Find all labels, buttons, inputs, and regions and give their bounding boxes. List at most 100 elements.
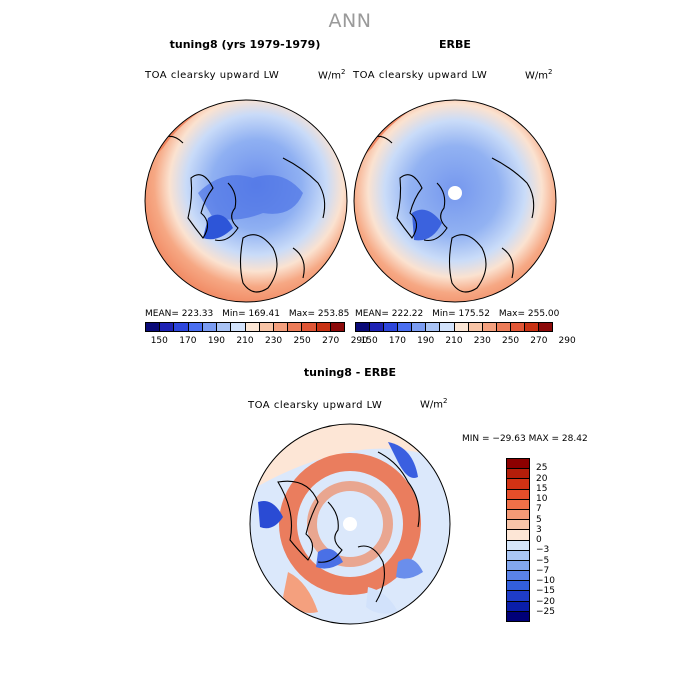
panel-3-variable-label: TOA clearsky upward LW — [248, 400, 383, 411]
colorbar-swatch — [507, 601, 529, 612]
panel-3-polar-map — [249, 423, 451, 625]
panel-3-colorbar — [506, 458, 530, 622]
colorbar-tick-label: 270 — [530, 336, 548, 346]
panel-1-max: Max= 253.85 — [288, 309, 350, 319]
panel-3-colorbar-ticks: 25 20 15 10 7 5 3 0 −3 −5 −7 −10 −15 −20 −25 — [536, 458, 576, 622]
panel-1-polar-map — [144, 99, 348, 303]
panel-1-colorbar — [145, 322, 345, 332]
colorbar-swatch — [440, 323, 455, 331]
colorbar-swatch — [507, 550, 529, 561]
colorbar-tick-label: 3 — [536, 524, 542, 535]
colorbar-swatch — [384, 323, 399, 331]
colorbar-swatch — [288, 323, 303, 331]
panel-1-title: tuning8 (yrs 1979-1979) — [169, 38, 321, 51]
colorbar-tick-label: 15 — [536, 483, 548, 494]
colorbar-swatch — [507, 571, 529, 582]
colorbar-swatch — [507, 489, 529, 500]
colorbar-tick-label: −5 — [536, 555, 550, 566]
panel-2-title: ERBE — [439, 38, 471, 51]
colorbar-tick-label: −15 — [536, 586, 555, 597]
panel-1-units: W/m2 — [318, 68, 346, 82]
colorbar-tick-label: 230 — [264, 336, 283, 346]
colorbar-tick-label: 250 — [293, 336, 311, 346]
panel-2-max: Max= 255.00 — [498, 309, 560, 319]
panel-1-colorbar-ticks: 150 170 190 210 230 250 270 290 — [145, 336, 368, 348]
colorbar-swatch — [468, 323, 483, 331]
colorbar-swatch — [174, 323, 189, 331]
panel-3-units: W/m2 — [420, 397, 448, 411]
colorbar-tick-label: 230 — [473, 336, 491, 346]
colorbar-swatch — [231, 323, 246, 331]
panel-2-units: W/m2 — [525, 68, 553, 82]
colorbar-tick-label: −10 — [536, 576, 555, 586]
colorbar-tick-label: 170 — [388, 336, 407, 346]
colorbar-swatch — [524, 323, 540, 331]
colorbar-swatch — [426, 323, 441, 331]
colorbar-tick-label: 20 — [536, 473, 548, 484]
colorbar-tick-label: 7 — [536, 504, 542, 515]
colorbar-swatch — [507, 540, 529, 551]
colorbar-tick-label: −3 — [536, 545, 550, 556]
colorbar-swatch — [160, 323, 175, 331]
colorbar-tick-label: 10 — [536, 494, 548, 504]
panel-1-variable-label: TOA clearsky upward LW — [145, 70, 280, 81]
colorbar-tick-label: −7 — [536, 565, 550, 576]
colorbar-swatch — [245, 323, 260, 331]
colorbar-swatch — [507, 499, 529, 510]
colorbar-tick-label: 250 — [501, 336, 520, 346]
panel-2-stats: MEAN= 222.22 Min= 175.52 Max= 255.00 — [355, 309, 565, 319]
panel-2-min: Min= 175.52 — [432, 309, 490, 319]
colorbar-tick-label: 290 — [558, 336, 576, 346]
colorbar-swatch — [507, 469, 529, 480]
colorbar-tick-label: 25 — [536, 463, 548, 474]
colorbar-tick-label: 210 — [236, 336, 254, 346]
colorbar-swatch — [146, 323, 161, 331]
colorbar-swatch — [507, 581, 529, 592]
colorbar-tick-label: −20 — [536, 596, 555, 607]
panel-2-mean: MEAN= 222.22 — [355, 309, 424, 319]
colorbar-swatch — [330, 323, 345, 331]
colorbar-swatch — [482, 323, 497, 331]
panel-1-mean: MEAN= 223.33 — [145, 309, 214, 319]
colorbar-tick-label: −25 — [536, 606, 555, 617]
colorbar-swatch — [507, 611, 529, 621]
colorbar-swatch — [507, 591, 529, 602]
colorbar-tick-label: 5 — [536, 514, 542, 525]
colorbar-tick-label: 0 — [536, 535, 542, 545]
colorbar-tick-label: 150 — [360, 336, 378, 346]
colorbar-swatch — [507, 520, 529, 531]
colorbar-swatch — [316, 323, 331, 331]
colorbar-swatch — [202, 323, 218, 331]
colorbar-swatch — [510, 323, 525, 331]
colorbar-swatch — [507, 479, 529, 490]
colorbar-swatch — [507, 459, 529, 470]
main-title: ANN — [328, 10, 372, 32]
colorbar-swatch — [188, 323, 203, 331]
panel-2-colorbar-ticks: 150 170 190 210 230 250 270 290 — [355, 336, 576, 348]
colorbar-swatch — [217, 323, 232, 331]
colorbar-swatch — [259, 323, 274, 331]
panel-2-polar-map — [353, 99, 557, 303]
colorbar-tick-label: 170 — [179, 336, 197, 346]
panel-2-variable-label: TOA clearsky upward LW — [353, 70, 488, 81]
panel-1-stats: MEAN= 223.33 Min= 169.41 Max= 253.85 — [145, 309, 355, 319]
panel-2-colorbar — [355, 322, 553, 332]
colorbar-swatch — [273, 323, 289, 331]
colorbar-swatch — [412, 323, 427, 331]
colorbar-swatch — [398, 323, 413, 331]
colorbar-swatch — [507, 530, 529, 541]
colorbar-swatch — [302, 323, 317, 331]
colorbar-tick-label: 210 — [445, 336, 463, 346]
panel-3-minmax: MIN = −29.63 MAX = 28.42 — [462, 434, 588, 444]
colorbar-swatch — [356, 323, 371, 331]
colorbar-swatch — [496, 323, 511, 331]
colorbar-swatch — [454, 323, 469, 331]
colorbar-swatch — [507, 560, 529, 572]
colorbar-tick-label: 290 — [350, 336, 368, 346]
colorbar-tick-label: 270 — [322, 336, 340, 346]
panel-1-min: Min= 169.41 — [222, 309, 280, 319]
panel-3-title: tuning8 - ERBE — [303, 366, 397, 379]
colorbar-swatch — [507, 509, 529, 521]
colorbar-swatch — [370, 323, 385, 331]
colorbar-tick-label: 190 — [417, 336, 435, 346]
